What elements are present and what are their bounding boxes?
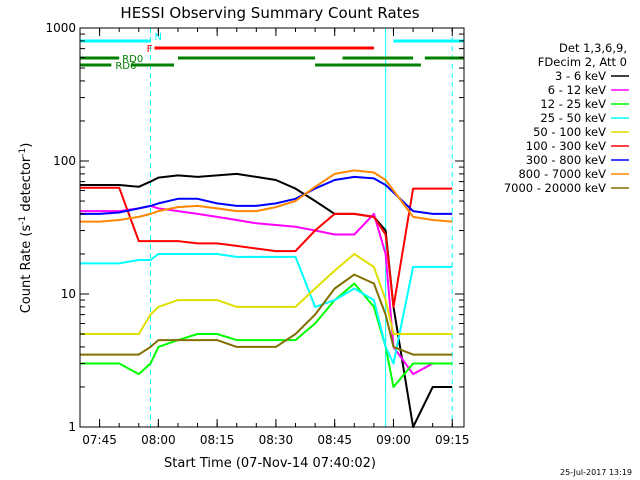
y-axis-label: Count Rate (s-1 detector-1) bbox=[18, 143, 34, 314]
series-line-100-300-kev bbox=[80, 186, 453, 308]
series-line-3-6-kev bbox=[80, 172, 453, 428]
y-axis-label-mid: detector bbox=[19, 156, 34, 216]
series-line-25-50-kev bbox=[80, 253, 453, 365]
flag-label-rd6: RD6 bbox=[115, 61, 136, 72]
plot-frame bbox=[79, 27, 465, 428]
y-axis-label-sup2: -1 bbox=[18, 148, 28, 157]
chart-title: HESSI Observing Summary Count Rates bbox=[120, 4, 419, 22]
legend-label-25-50-kev: 25 - 50 keV bbox=[540, 111, 606, 125]
series-line-7000-20000-kev bbox=[80, 273, 453, 356]
legend-label-7000-20000-kev: 7000 - 20000 keV bbox=[504, 181, 606, 195]
y-axis-label-end: ) bbox=[19, 143, 34, 148]
series-line-300-800-kev bbox=[80, 175, 453, 215]
x-tick-label-2: 08:15 bbox=[200, 433, 235, 447]
x-tick-label-0: 07:45 bbox=[82, 433, 117, 447]
legend-header-line-1: Det 1,3,6,9, bbox=[559, 41, 627, 55]
legend: Det 1,3,6,9, FDecim 2, Att 0 3 - 6 keV6 … bbox=[504, 41, 629, 195]
y-axis-label-sup1: -1 bbox=[18, 216, 28, 225]
legend-label-300-800-kev: 300 - 800 keV bbox=[526, 153, 606, 167]
legend-label-100-300-kev: 100 - 300 keV bbox=[526, 139, 606, 153]
y-tick-label-1: 10 bbox=[61, 287, 76, 301]
legend-header-line-2: FDecim 2, Att 0 bbox=[538, 55, 627, 69]
legend-label-3-6-kev: 3 - 6 keV bbox=[555, 69, 606, 83]
series-line-800-7000-kev bbox=[80, 169, 453, 223]
x-axis: 07:45 08:00 08:15 08:30 08:45 09:00 09:15 bbox=[79, 28, 470, 447]
x-tick-label-4: 08:45 bbox=[317, 433, 352, 447]
flag-label-rd0: RD0 bbox=[122, 54, 143, 65]
y-axis-label-main: Count Rate (s bbox=[19, 225, 34, 314]
x-tick-label-1: 08:00 bbox=[141, 433, 176, 447]
y-tick-label-0: 1 bbox=[68, 420, 76, 434]
x-tick-label-5: 09:00 bbox=[376, 433, 411, 447]
y-tick-label-2: 100 bbox=[53, 154, 76, 168]
x-axis-label: Start Time (07-Nov-14 07:40:02) bbox=[164, 456, 376, 471]
legend-label-12-25-kev: 12 - 25 keV bbox=[540, 97, 606, 111]
x-tick-label-3: 08:30 bbox=[259, 433, 294, 447]
data-layer bbox=[80, 28, 453, 428]
timestamp: 25-Jul-2017 13:19 bbox=[560, 468, 632, 477]
series-line-12-25-kev bbox=[80, 282, 453, 388]
y-tick-label-3: 1000 bbox=[45, 21, 76, 35]
x-tick-label-6: 09:15 bbox=[435, 433, 470, 447]
legend-label-800-7000-kev: 800 - 7000 keV bbox=[518, 167, 606, 181]
flag-label-f: F bbox=[147, 44, 153, 55]
legend-label-6-12-kev: 6 - 12 keV bbox=[548, 83, 606, 97]
legend-label-50-100-kev: 50 - 100 keV bbox=[533, 125, 606, 139]
series-line-50-100-kev bbox=[80, 253, 453, 335]
flag-label-n: N bbox=[155, 32, 162, 43]
y-axis: 1 10 100 1000 bbox=[45, 21, 464, 434]
